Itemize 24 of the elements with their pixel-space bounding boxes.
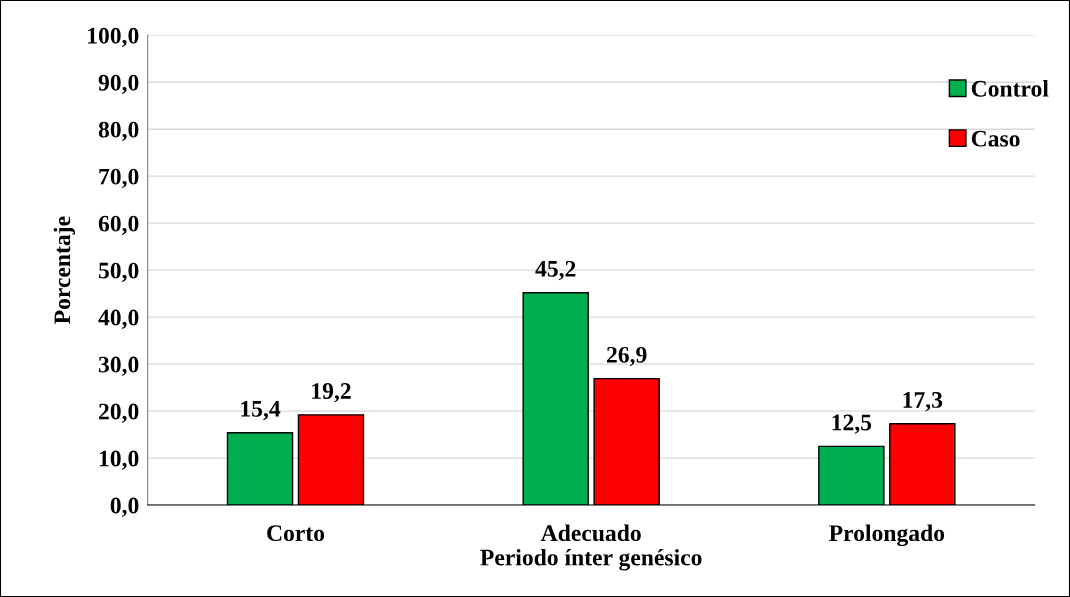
- x-axis-title: Periodo ínter genésico: [480, 548, 702, 571]
- data-label: 17,3: [903, 392, 943, 412]
- y-tick-label: 40,0: [98, 309, 139, 329]
- data-label: 26,9: [606, 346, 647, 367]
- data-label: 15,4: [241, 400, 281, 421]
- x-tick-label: Corto: [267, 525, 325, 542]
- data-label: 45,2: [535, 260, 576, 281]
- y-tick-label: 20,0: [99, 403, 139, 423]
- data-label: 12,5: [832, 414, 872, 434]
- legend-label: Caso: [971, 130, 1020, 147]
- x-tick-label: Prolongado: [829, 524, 945, 547]
- y-tick-label: 10,0: [99, 450, 139, 470]
- y-tick-label: 0,0: [110, 497, 139, 517]
- y-tick-label: 50,0: [98, 262, 139, 282]
- y-tick-label: 70,0: [99, 168, 139, 189]
- data-label: 19,2: [312, 383, 351, 403]
- legend-label: Control: [971, 80, 1049, 97]
- y-tick-label: 30,0: [98, 356, 139, 376]
- y-axis-title: Porcentaje: [53, 216, 76, 324]
- y-tick-label: 100,0: [88, 27, 139, 48]
- y-tick-label: 90,0: [98, 74, 139, 95]
- x-tick-label: Adecuado: [540, 524, 641, 542]
- y-tick-label: 80,0: [98, 121, 139, 142]
- y-tick-label: 60,0: [98, 215, 139, 236]
